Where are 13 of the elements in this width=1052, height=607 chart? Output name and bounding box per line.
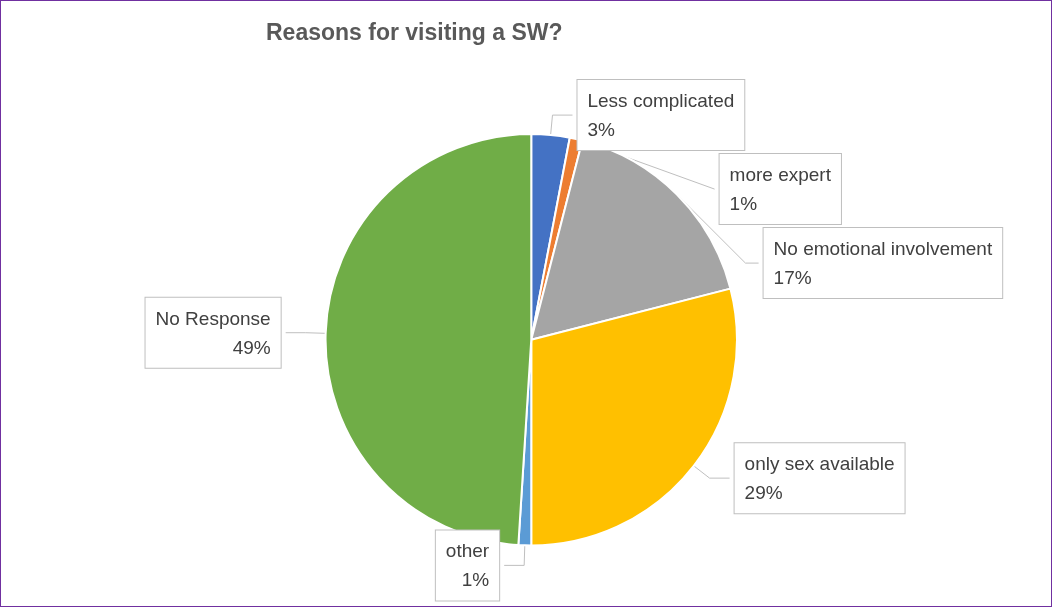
slice-label: more expert [729, 164, 832, 186]
slice-label: only sex available [744, 453, 895, 475]
data-label: 29% [744, 482, 783, 504]
data-label: 17% [773, 267, 812, 289]
data-label: 3% [587, 119, 616, 141]
slice-label: other [445, 540, 490, 562]
data-label: 49% [232, 336, 271, 358]
chart-title: Reasons for visiting a SW? [266, 18, 563, 45]
data-label: 1% [729, 193, 758, 215]
data-label: 1% [461, 569, 490, 591]
slice-label: No Response [155, 307, 271, 329]
slice-label: No emotional involvement [773, 238, 993, 260]
slice-label: Less complicated [587, 90, 735, 112]
